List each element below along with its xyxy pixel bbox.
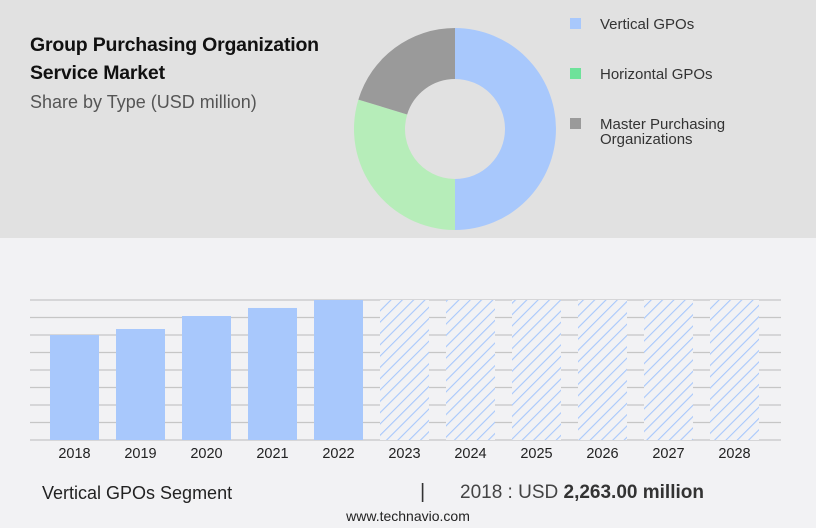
bar-2024 [446,300,495,440]
x-axis-label: 2022 [322,446,355,462]
bar-2028 [710,300,759,440]
legend-label-line-2: Organizations [600,131,693,148]
x-axis-label: 2021 [256,446,289,462]
x-axis-label: 2019 [124,446,157,462]
segment-label: Vertical GPOs Segment [42,483,233,503]
legend-swatch-icon [570,18,581,29]
bars [50,300,759,440]
x-axis-label: 2025 [520,446,553,462]
bar-2026 [578,300,627,440]
title-line-2: Service Market [30,62,165,84]
bar-2019 [116,329,165,440]
value-amount: 2,263.00 million [563,482,704,503]
segment-value: 2018 : USD 2,263.00 million [460,482,704,504]
legend-label: Master Purchasing Organizations [600,117,725,147]
x-axis-label: 2027 [652,446,685,462]
bar-2027 [644,300,693,440]
donut-slice-horizontal-gpos [353,99,455,230]
legend-swatch-icon [570,68,581,79]
bar-2022 [314,300,363,440]
legend-swatch-icon [570,118,581,129]
chart-title: Group Purchasing Organization Service Ma… [30,31,319,87]
footer-separator: | [420,481,426,503]
donut-chart [353,28,556,230]
bar-2025 [512,300,561,440]
bar-2018 [50,334,99,440]
legend-label: Horizontal GPOs [600,66,713,83]
x-axis-label: 2024 [454,446,487,462]
x-axis-label: 2023 [388,446,421,462]
donut-slice-vertical-gpos [455,28,556,230]
header-panel: Group Purchasing Organization Service Ma… [0,0,816,238]
legend-label: Vertical GPOs [600,16,695,33]
chart-subtitle: Share by Type (USD million) [30,92,257,112]
x-axis-label: 2018 [58,446,91,462]
x-axis-label: 2020 [190,446,223,462]
bar-2023 [380,300,429,440]
x-axis-label: 2026 [586,446,619,462]
title-line-1: Group Purchasing Organization [30,34,319,56]
x-axis-label: 2028 [718,446,751,462]
website-link[interactable]: www.technavio.com [346,508,470,524]
legend-label-line-1: Master Purchasing [600,116,726,133]
bar-2021 [248,307,297,440]
donut-slice-master-purchasing-organizations [358,28,455,115]
value-prefix: 2018 : USD [460,482,559,503]
bar-2020 [182,316,231,440]
